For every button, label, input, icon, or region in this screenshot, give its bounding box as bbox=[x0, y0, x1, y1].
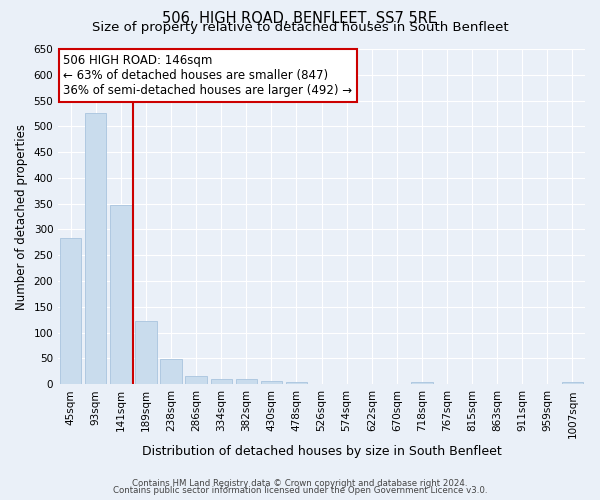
Text: 506 HIGH ROAD: 146sqm
← 63% of detached houses are smaller (847)
36% of semi-det: 506 HIGH ROAD: 146sqm ← 63% of detached … bbox=[64, 54, 353, 97]
Bar bbox=[562, 382, 583, 384]
Bar bbox=[136, 321, 157, 384]
Bar bbox=[286, 382, 307, 384]
Bar bbox=[411, 382, 433, 384]
Bar bbox=[236, 379, 257, 384]
Bar bbox=[261, 381, 282, 384]
Bar bbox=[160, 359, 182, 384]
Bar bbox=[110, 206, 131, 384]
X-axis label: Distribution of detached houses by size in South Benfleet: Distribution of detached houses by size … bbox=[142, 444, 502, 458]
Bar bbox=[85, 114, 106, 384]
Text: Size of property relative to detached houses in South Benfleet: Size of property relative to detached ho… bbox=[92, 22, 508, 35]
Text: 506, HIGH ROAD, BENFLEET, SS7 5RE: 506, HIGH ROAD, BENFLEET, SS7 5RE bbox=[163, 11, 437, 26]
Text: Contains HM Land Registry data © Crown copyright and database right 2024.: Contains HM Land Registry data © Crown c… bbox=[132, 479, 468, 488]
Bar bbox=[185, 376, 207, 384]
Bar bbox=[211, 379, 232, 384]
Bar bbox=[60, 238, 82, 384]
Text: Contains public sector information licensed under the Open Government Licence v3: Contains public sector information licen… bbox=[113, 486, 487, 495]
Y-axis label: Number of detached properties: Number of detached properties bbox=[15, 124, 28, 310]
